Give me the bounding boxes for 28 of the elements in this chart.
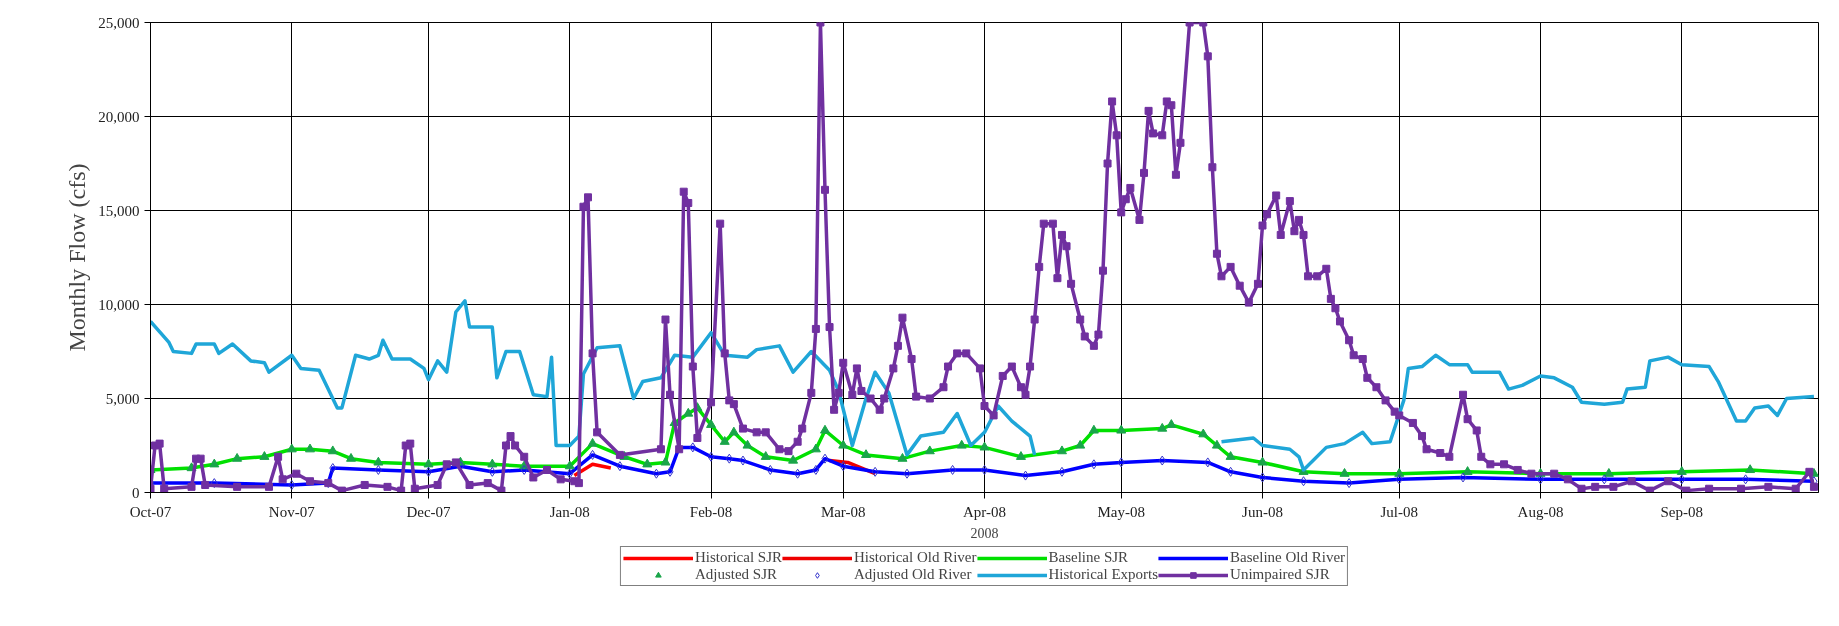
y-tick-label: 0 [132,484,140,501]
x-tick-label: Aug-08 [1517,503,1564,520]
x-tick-label: Nov-07 [268,503,316,520]
legend-label: Adjusted Old River [854,566,972,583]
y-tick-label: 10,000 [98,296,140,313]
y-tick-label: 5,000 [105,390,140,407]
legend-label: Historical Old River [854,549,977,566]
legend-label: Baseline Old River [1230,549,1346,566]
y-tick-label: 20,000 [98,108,140,125]
y-tick-label: 25,000 [98,14,140,31]
x-tick-label: Jul-08 [1380,503,1418,520]
x-axis-title: 2008 [970,525,999,541]
x-tick-label: Feb-08 [689,503,733,520]
legend-label: Baseline SJR [1048,549,1129,566]
legend-label: Historical Exports [1048,566,1159,583]
x-tick-label: Mar-08 [820,503,866,520]
x-tick-label: Dec-07 [406,503,452,520]
x-tick-label: Sep-08 [1660,503,1704,520]
y-tick-label: 15,000 [98,202,140,219]
x-tick-label: Apr-08 [962,503,1007,520]
x-tick-label: Jan-08 [549,503,590,520]
x-tick-label: Oct-07 [129,503,172,520]
x-tick-label: Jun-08 [1242,503,1283,520]
legend-label: Unimpaired SJR [1230,566,1330,583]
x-tick-label: May-08 [1097,503,1145,520]
legend-label: Adjusted SJR [694,566,778,583]
y-axis-title: Monthly Flow (cfs) [64,163,91,352]
legend-label: Historical SJR [694,549,783,566]
